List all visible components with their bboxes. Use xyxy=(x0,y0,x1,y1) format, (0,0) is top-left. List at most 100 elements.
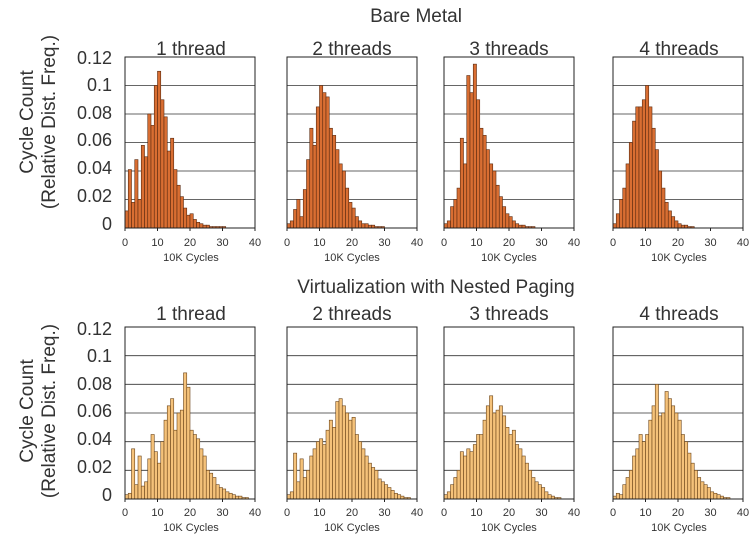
histogram-bar xyxy=(485,405,490,500)
histogram-bar xyxy=(700,481,705,500)
histogram-panel: 0 10 20 30 40 xyxy=(441,56,580,249)
histogram-bar xyxy=(632,455,637,500)
histogram-bar xyxy=(358,220,363,229)
histogram-bar xyxy=(166,150,171,229)
histogram-bar xyxy=(492,412,497,500)
histogram-bar xyxy=(338,163,343,229)
histogram-bar xyxy=(140,485,145,500)
histogram-bar xyxy=(521,455,526,500)
histogram-bar xyxy=(648,106,653,229)
histogram-bar xyxy=(315,106,320,229)
histogram-bar xyxy=(322,92,327,229)
histogram-bar xyxy=(293,452,298,500)
histogram-bar xyxy=(228,492,233,500)
histogram-bar xyxy=(397,494,402,500)
x-tick-label: 40 xyxy=(411,237,423,249)
x-tick-label: 20 xyxy=(346,507,358,519)
histogram-bar xyxy=(450,484,455,500)
panel-title: 4 threads xyxy=(639,39,718,60)
x-axis-title: 10K Cycles xyxy=(324,252,380,264)
histogram-bar xyxy=(322,444,327,500)
histogram-bar xyxy=(348,419,353,500)
histogram-panel: 0 10 20 30 40 xyxy=(284,56,423,249)
histogram-bar xyxy=(671,405,676,500)
histogram-bar xyxy=(658,170,663,229)
histogram-bar xyxy=(367,462,372,500)
histogram-panel: 0 10 20 30 40 xyxy=(122,326,261,519)
histogram-bar xyxy=(173,169,178,229)
histogram-bar xyxy=(453,199,458,229)
histogram-bar xyxy=(390,490,395,500)
histogram-bar xyxy=(622,187,627,229)
x-axis-title: 10K Cycles xyxy=(324,522,380,534)
y-tick-label: 0.08 xyxy=(77,103,112,123)
panel-title: 1 thread xyxy=(156,304,226,325)
x-tick-label: 40 xyxy=(249,237,261,249)
histogram-bar xyxy=(667,398,672,500)
x-tick-label: 10 xyxy=(470,507,482,519)
histogram-bar xyxy=(456,470,461,500)
histogram-bar xyxy=(476,434,481,500)
histogram-bar xyxy=(528,470,533,500)
histogram-bar xyxy=(231,494,236,500)
histogram-bar xyxy=(147,458,152,500)
histogram-bar xyxy=(524,462,529,500)
x-tick-label: 10 xyxy=(313,507,325,519)
histogram-bar xyxy=(299,216,304,229)
histogram-bar xyxy=(684,441,689,500)
histogram-bar xyxy=(518,448,523,500)
histogram-bar xyxy=(703,484,708,500)
histogram-bar xyxy=(635,106,640,229)
histogram-bar xyxy=(293,209,298,229)
x-tick-label: 20 xyxy=(184,507,196,519)
x-axis-titles-top: 10K Cycles 10K Cycles 10K Cycles 10K Cyc… xyxy=(163,252,707,264)
x-axis-titles-bottom: 10K Cycles 10K Cycles 10K Cycles 10K Cyc… xyxy=(163,522,707,534)
y-axis-title-top-line2: (Relative Dist. Freq.) xyxy=(39,35,60,209)
y-tick-label: 0.08 xyxy=(77,374,112,394)
x-tick-label: 40 xyxy=(737,507,749,519)
histogram-bar xyxy=(502,415,507,500)
histogram-bar xyxy=(183,372,188,500)
histogram-bar xyxy=(215,484,220,500)
panel-title: 3 threads xyxy=(469,39,548,60)
x-tick-label: 0 xyxy=(441,237,447,249)
histogram-bar xyxy=(619,199,624,229)
histogram-bar xyxy=(628,470,633,500)
histogram-bar xyxy=(319,438,324,500)
histogram-bar xyxy=(371,467,376,500)
histogram-bar xyxy=(160,99,165,229)
histogram-bar xyxy=(309,455,314,500)
histogram-bar xyxy=(302,189,307,229)
x-tick-label: 30 xyxy=(704,237,716,249)
histogram-bar xyxy=(289,220,294,229)
x-tick-label: 30 xyxy=(216,507,228,519)
histogram-bar xyxy=(380,481,385,500)
histogram-bar xyxy=(345,412,350,500)
histogram-bar xyxy=(341,170,346,229)
histogram-panels: 0 10 20 30 40 0 10 20 30 40 0 10 20 30 40 0 10 20 30 40 0 10 2… xyxy=(122,56,749,519)
histogram-bar xyxy=(212,477,217,500)
histogram-bar xyxy=(354,434,359,500)
histogram-bar xyxy=(638,106,643,229)
histogram-bar xyxy=(147,113,152,229)
histogram-bar xyxy=(466,448,471,500)
histogram-bar xyxy=(654,149,659,229)
group-title-bare-metal: Bare Metal xyxy=(370,6,462,27)
x-tick-label: 20 xyxy=(346,237,358,249)
histogram-bar xyxy=(492,170,497,229)
histogram-bar xyxy=(505,427,510,500)
histogram-bar xyxy=(361,448,366,500)
x-tick-label: 40 xyxy=(249,507,261,519)
y-tick-label: 0.02 xyxy=(77,457,112,477)
histogram-bar xyxy=(325,429,330,500)
histogram-bar xyxy=(312,145,317,229)
histogram-bar xyxy=(502,206,507,229)
histogram-bar xyxy=(661,412,666,500)
histogram-bar xyxy=(472,63,477,229)
histogram-bar xyxy=(144,481,149,500)
histogram-bar xyxy=(296,481,301,500)
histogram-bar xyxy=(374,470,379,500)
histogram-bar xyxy=(544,491,549,500)
histogram-bar xyxy=(170,398,175,500)
histogram-bar xyxy=(664,202,669,229)
